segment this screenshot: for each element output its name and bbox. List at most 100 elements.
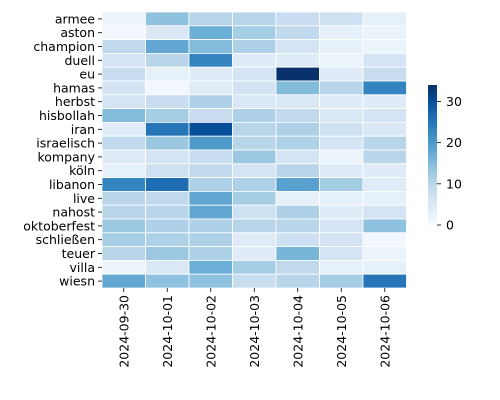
heatmap-cell [275,94,320,110]
heatmap-cell [232,232,277,248]
heatmap-cell [319,163,364,179]
x-tick-label: 2024-10-04 [290,295,305,368]
y-tick-label: wiesn [59,274,95,289]
heatmap-cell [362,273,407,289]
heatmap-cell [145,108,190,123]
heatmap-cell [275,122,320,137]
colorbar-tick-label: 20 [446,135,462,150]
y-tick-label: aston [60,25,95,40]
heatmap-cell [101,259,146,275]
heatmap-cell [362,122,407,137]
heatmap-cell [145,11,190,27]
heatmap-cell [188,246,233,261]
heatmap-cell [275,25,320,40]
heatmap-cell [145,135,190,151]
heatmap-cell [319,273,364,289]
y-tick-label: villa [70,260,95,275]
heatmap-cell [145,149,190,165]
heatmap-cell [319,246,364,261]
heatmap-cell [101,39,146,54]
heatmap-cell [362,39,407,54]
heatmap-cell [101,66,146,82]
heatmap-cell [319,177,364,192]
heatmap-cell [232,94,277,110]
heatmap-cell [275,246,320,261]
heatmap-cell [145,246,190,261]
heatmap-cell [362,204,407,220]
heatmap-cell [145,177,190,192]
heatmap-cell [232,163,277,179]
heatmap-cell [101,108,146,123]
heatmap-cell [101,25,146,40]
heatmap-cell [275,177,320,192]
colorbar [428,85,437,225]
heatmap-cell [188,122,233,137]
heatmap-cell [319,94,364,110]
heatmap-cell [232,66,277,82]
heatmap-cell [362,80,407,96]
y-tick-label: oktoberfest [23,218,95,233]
heatmap-cell [319,135,364,151]
heatmap-cell [319,218,364,234]
heatmap-cell [101,135,146,151]
heatmap-cell [232,190,277,206]
heatmap-cell [101,149,146,165]
x-tick-label: 2024-10-02 [203,295,218,368]
heatmap-cell [188,163,233,179]
y-tick-label: duell [65,53,96,68]
heatmap-cell [232,108,277,123]
heatmap-cell [188,204,233,220]
heatmap-cell [362,218,407,234]
heatmap-cell [232,80,277,96]
heatmap-cell [188,66,233,82]
heatmap-cell [319,11,364,27]
heatmap-cell [275,259,320,275]
heatmap-cell [275,190,320,206]
heatmap-cell [101,232,146,248]
y-tick-label: teuer [62,246,96,261]
heatmap-cell [232,259,277,275]
heatmap-cell [232,273,277,289]
heatmap-cell [188,94,233,110]
heatmap-cell [101,53,146,68]
heatmap-cell [275,80,320,96]
colorbar-tick-label: 30 [446,94,462,109]
heatmap-cell [275,53,320,68]
heatmap-cell [188,273,233,289]
y-tick-label: nahost [52,205,95,220]
heatmap-cell [101,218,146,234]
x-tick-label: 2024-10-06 [377,295,392,368]
heatmap-cell [145,259,190,275]
heatmap-cell [232,204,277,220]
heatmap-cell [188,25,233,40]
heatmap-cell [319,39,364,54]
heatmap-cell [188,232,233,248]
heatmap-cell [319,108,364,123]
heatmap-cell [362,25,407,40]
y-tick-label: herbst [55,94,95,109]
heatmap-cell [145,122,190,137]
heatmap-cell [275,218,320,234]
y-tick-label: armee [55,11,95,26]
colorbar-ticks: 0 10 20 30 [437,94,462,233]
heatmap-cell [145,25,190,40]
heatmap-cell [275,39,320,54]
heatmap-cell [275,108,320,123]
heatmap-cell [145,53,190,68]
colorbar-tick-label: 0 [446,218,454,233]
y-tick-label: israelisch [36,136,95,151]
heatmap-cell [232,135,277,151]
heatmap-cell [275,273,320,289]
heatmap-cell [188,80,233,96]
heatmap-cell [101,94,146,110]
heatmap-cell [101,177,146,192]
heatmap-cell [232,25,277,40]
heatmap-cell [232,218,277,234]
heatmap-cell [145,218,190,234]
heatmap-cell [319,259,364,275]
heatmap-cell [232,177,277,192]
heatmap-cell [319,190,364,206]
heatmap-cell [188,259,233,275]
y-tick-label: kompany [37,149,95,164]
